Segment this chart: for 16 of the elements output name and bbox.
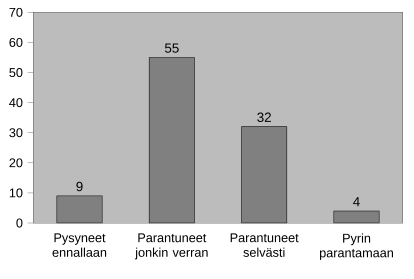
y-tick-label: 0 <box>16 218 22 228</box>
y-tick-label: 10 <box>10 188 22 198</box>
data-label: 4 <box>353 197 360 206</box>
y-tick-label: 60 <box>9 38 22 47</box>
y-tick-label: 30 <box>9 128 22 138</box>
x-tick-label: Pyrin parantamaan <box>320 233 393 260</box>
x-tick-label: Parantuneet selvästi <box>230 233 299 257</box>
data-label: 55 <box>164 43 179 53</box>
x-tick-label: Parantuneet jonkin verran <box>134 233 208 260</box>
data-label: 9 <box>76 182 83 192</box>
y-tick-label: 40 <box>9 98 22 108</box>
y-tick-label: 20 <box>9 158 22 168</box>
x-tick-label: Pysyneet ennallaan <box>52 233 106 257</box>
y-tick-label: 70 <box>9 8 22 17</box>
data-label: 32 <box>257 112 271 122</box>
y-tick-label: 50 <box>9 68 22 78</box>
